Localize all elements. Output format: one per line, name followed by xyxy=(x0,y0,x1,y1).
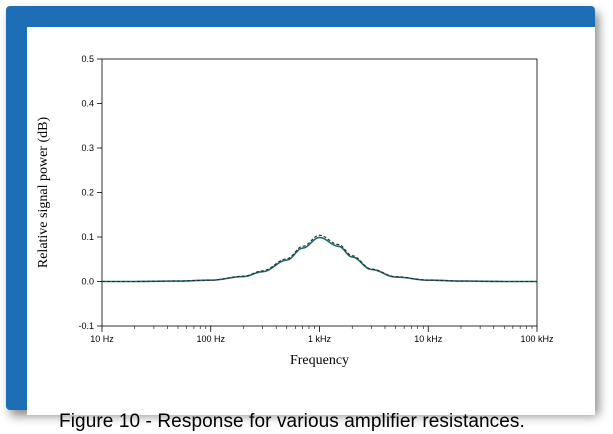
x-tick-label: 1 kHz xyxy=(308,334,332,344)
x-tick-label: 10 kHz xyxy=(414,334,443,344)
x-axis-title: Frequency xyxy=(290,353,349,368)
y-tick-label: 0.2 xyxy=(81,188,94,198)
y-tick-label: 0.3 xyxy=(81,143,94,153)
y-axis-title: Relative signal power (dB) xyxy=(36,117,51,269)
y-tick-label: 0.0 xyxy=(81,277,94,287)
x-tick-label: 100 Hz xyxy=(196,334,225,344)
x-tick-label: 100 kHz xyxy=(520,334,554,344)
plot-area: -0.1 0.0 0.1 0.2 0.3 0.4 0.5 10 Hz 100 Hz 1 kHz 10… xyxy=(78,54,554,344)
y-tick-label: -0.1 xyxy=(78,321,94,331)
x-tick-label: 10 Hz xyxy=(90,334,114,344)
plot-frame xyxy=(101,58,538,327)
y-tick-label: 0.5 xyxy=(81,54,94,64)
y-tick-label: 0.1 xyxy=(81,232,94,242)
series-line-dashed xyxy=(102,234,537,283)
figure-panel: -0.1 0.0 0.1 0.2 0.3 0.4 0.5 10 Hz 100 Hz 1 kHz 10… xyxy=(27,27,595,432)
series-line-solid xyxy=(102,236,537,283)
figure-caption: Figure 10 - Response for various amplifi… xyxy=(59,411,525,432)
y-tick-label: 0.4 xyxy=(81,99,94,109)
figure-frame: -0.1 0.0 0.1 0.2 0.3 0.4 0.5 10 Hz 100 Hz 1 kHz 10… xyxy=(6,6,595,432)
chart: -0.1 0.0 0.1 0.2 0.3 0.4 0.5 10 Hz 100 Hz 1 kHz 10… xyxy=(36,54,554,368)
